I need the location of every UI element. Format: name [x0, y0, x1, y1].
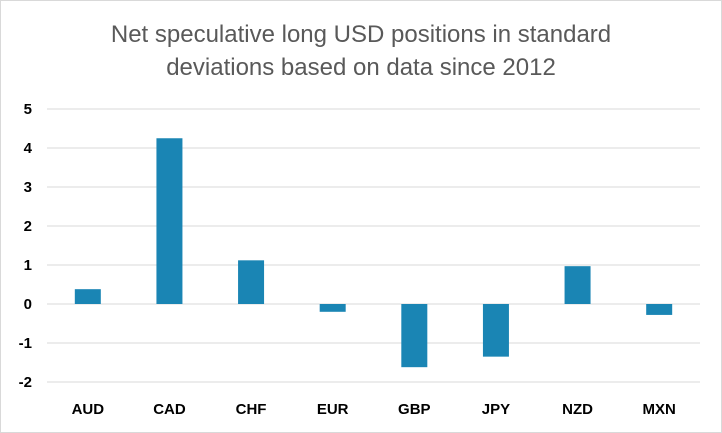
- bar-gbp: [401, 304, 428, 368]
- chart-title: Net speculative long USD positions in st…: [0, 18, 722, 84]
- y-tick-label: 3: [24, 179, 32, 196]
- x-category-label: CAD: [153, 401, 186, 418]
- x-category-label: GBP: [398, 401, 431, 418]
- bar-eur: [319, 304, 346, 312]
- bar-aud: [74, 289, 101, 304]
- chart-title-line-2: deviations based on data since 2012: [166, 54, 556, 81]
- y-tick-label: 4: [24, 140, 33, 157]
- bars: [74, 138, 673, 368]
- x-category-label: JPY: [482, 401, 510, 418]
- y-tick-label: 0: [24, 296, 32, 313]
- x-axis: AUD CAD CHF EUR GBP JPY NZD MXN: [72, 401, 676, 418]
- y-tick-label: -2: [19, 374, 32, 391]
- y-axis: -2 -1 0 1 2 3 4 5: [19, 101, 33, 391]
- x-category-label: NZD: [562, 401, 593, 418]
- bar-jpy: [482, 304, 509, 357]
- y-tick-label: 5: [24, 101, 32, 118]
- y-tick-label: 1: [24, 257, 32, 274]
- y-tick-label: -1: [19, 335, 32, 352]
- chart-title-line-1: Net speculative long USD positions in st…: [110, 21, 612, 48]
- bar-nzd: [564, 266, 591, 304]
- x-category-label: CHF: [236, 401, 267, 418]
- y-tick-label: 2: [24, 218, 32, 235]
- x-category-label: EUR: [317, 401, 349, 418]
- bar-chf: [238, 260, 265, 304]
- bar-mxn: [646, 304, 673, 315]
- x-category-label: AUD: [72, 401, 105, 418]
- x-category-label: MXN: [643, 401, 676, 418]
- bar-cad: [156, 138, 183, 304]
- gridlines: [47, 108, 700, 383]
